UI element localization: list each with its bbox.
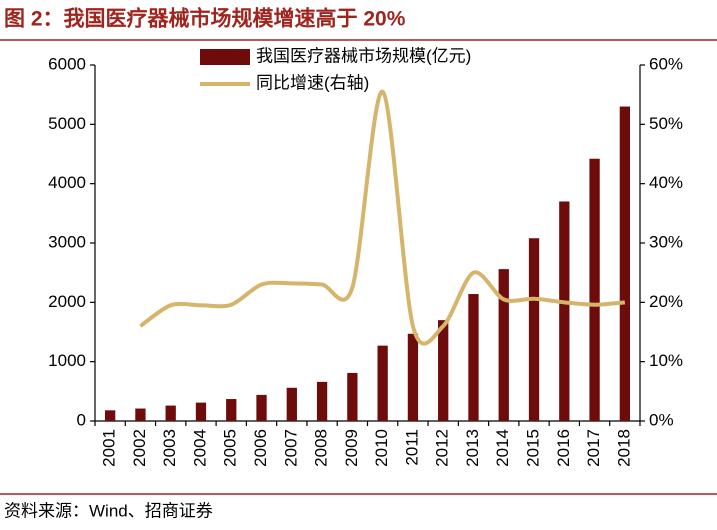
y-tick-label: 4000 <box>48 173 86 192</box>
y2-tick-label: 40% <box>649 173 683 192</box>
x-tick-label: 2009 <box>342 429 361 467</box>
x-tick-label: 2017 <box>584 429 603 467</box>
chart-title: 图 2：我国医疗器械市场规模增速高于 20% <box>4 7 406 31</box>
bar <box>256 394 267 421</box>
y-tick-label: 6000 <box>48 54 86 73</box>
x-tick-label: 2015 <box>524 429 543 467</box>
bar <box>559 201 570 421</box>
x-tick-label: 2006 <box>251 429 270 467</box>
source: 资料来源：Wind、招商证券 <box>4 501 213 520</box>
y-tick-label: 1000 <box>48 351 86 370</box>
y-tick-label: 2000 <box>48 292 86 311</box>
bar <box>528 238 540 421</box>
y-tick-label: 3000 <box>48 232 86 251</box>
bar <box>165 405 176 421</box>
x-tick-label: 2003 <box>160 429 179 467</box>
bar <box>619 106 631 422</box>
x-tick-label: 2005 <box>221 429 240 467</box>
bar <box>468 294 479 421</box>
x-tick-label: 2012 <box>433 429 452 467</box>
legend-label: 我国医疗器械市场规模(亿元) <box>256 46 471 65</box>
bar <box>498 269 509 421</box>
y2-tick-label: 60% <box>649 54 683 73</box>
bar <box>407 333 419 421</box>
x-tick-label: 2007 <box>281 429 300 467</box>
y2-tick-label: 50% <box>649 114 683 133</box>
y-tick-label: 5000 <box>48 114 86 133</box>
x-tick-label: 2014 <box>493 429 512 467</box>
legend-swatch <box>200 49 250 65</box>
line <box>139 89 626 346</box>
x-tick-label: 2010 <box>372 429 391 467</box>
bar <box>135 408 146 421</box>
x-tick-label: 2002 <box>130 429 149 467</box>
y2-tick-label: 10% <box>649 351 683 370</box>
x-tick-label: 2011 <box>402 429 421 466</box>
bar <box>104 410 116 421</box>
x-tick-label: 2004 <box>190 429 209 467</box>
bar <box>286 387 297 421</box>
x-tick-label: 2008 <box>312 429 331 467</box>
bar <box>226 399 237 421</box>
bar <box>347 372 358 421</box>
y2-tick-label: 30% <box>649 232 683 251</box>
x-tick-label: 2001 <box>100 429 119 467</box>
bar <box>316 381 328 421</box>
bar <box>438 320 449 421</box>
y-tick-label: 0 <box>77 410 86 429</box>
x-tick-label: 2018 <box>614 429 633 467</box>
legend-label: 同比增速(右轴) <box>256 73 369 92</box>
bar <box>377 345 388 421</box>
y2-tick-label: 0% <box>649 410 674 429</box>
bar <box>195 402 207 421</box>
x-tick-label: 2013 <box>463 429 482 467</box>
y2-tick-label: 20% <box>649 292 683 311</box>
bar <box>589 158 600 421</box>
x-tick-label: 2016 <box>554 429 573 467</box>
